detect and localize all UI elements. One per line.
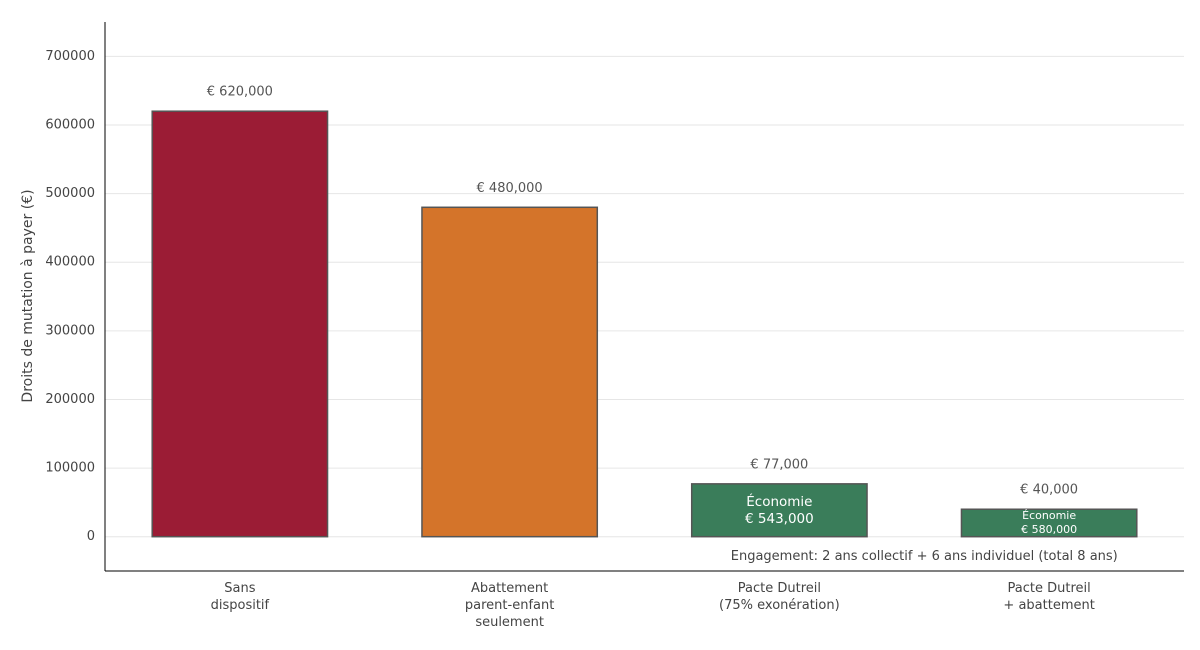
y-axis-label: Droits de mutation à payer (€) — [20, 189, 36, 402]
y-tick-label: 700000 — [45, 49, 95, 64]
y-tick-label: 200000 — [45, 392, 95, 407]
bar — [690, 483, 868, 538]
y-tick-label: 400000 — [45, 255, 95, 270]
value-label: € 40,000 — [1020, 483, 1078, 498]
value-label: € 77,000 — [750, 457, 808, 472]
y-tick-label: 100000 — [45, 461, 95, 476]
value-label: € 480,000 — [477, 181, 543, 196]
value-label: € 620,000 — [207, 85, 273, 100]
savings-label: Économie € 543,000 — [745, 493, 814, 527]
y-tick-label: 600000 — [45, 117, 95, 132]
savings-label: Économie € 580,000 — [1021, 509, 1077, 536]
x-tick-label: Abattement parent-enfant seulement — [465, 581, 554, 630]
bar — [960, 508, 1138, 538]
note: Engagement: 2 ans collectif + 6 ans indi… — [731, 549, 1118, 564]
y-tick-label: 500000 — [45, 186, 95, 201]
bar — [421, 206, 599, 538]
x-tick-label: Sans dispositif — [211, 581, 270, 613]
y-tick-label: 300000 — [45, 323, 95, 338]
y-tick-label: 0 — [87, 529, 95, 544]
x-tick-label: Pacte Dutreil + abattement — [1003, 581, 1094, 613]
bar — [151, 110, 329, 538]
x-tick-label: Pacte Dutreil (75% exonération) — [719, 581, 840, 613]
